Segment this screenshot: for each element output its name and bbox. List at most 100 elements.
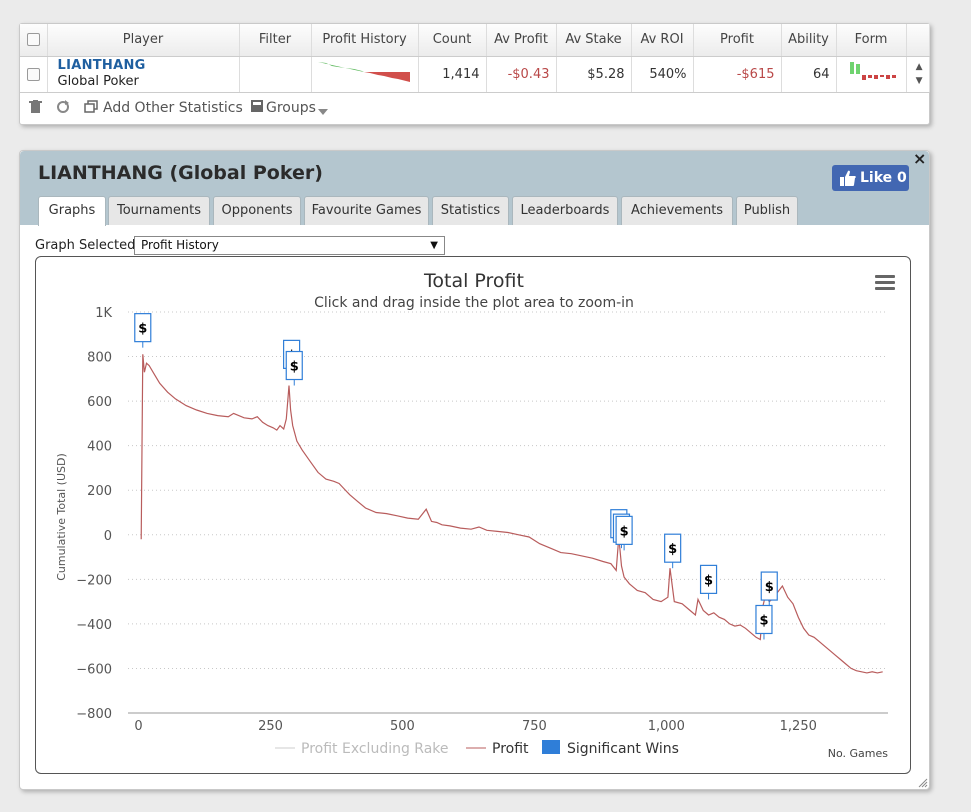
player-site: Global Poker <box>57 74 139 89</box>
y-tick-label: 200 <box>87 484 112 499</box>
hamburger-menu-icon[interactable] <box>875 275 895 290</box>
stats-table: Player Filter Profit History Count Av Pr… <box>20 24 930 93</box>
table-scrollbar[interactable]: ▲ ▼ <box>906 56 930 93</box>
facebook-like-button[interactable]: Like 0 <box>832 165 909 191</box>
profit-history-sparkline-cell <box>311 56 419 93</box>
table-row[interactable]: LIANTHANG Global Poker 1,414 -$0.43 $5.2… <box>20 56 930 93</box>
form-bars <box>849 62 896 80</box>
col-av-roi[interactable]: Av ROI <box>631 24 694 57</box>
tab-tournaments[interactable]: Tournaments <box>108 196 210 225</box>
resize-grip-icon[interactable] <box>918 778 928 788</box>
tab-favourite-games[interactable]: Favourite Games <box>304 196 429 225</box>
dollar-icon: $ <box>765 580 774 595</box>
select-all-checkbox[interactable] <box>26 33 40 47</box>
chart-axes: −800 −600 −400 −200 0 200 400 600 800 1K 0 250 500 75… <box>76 306 888 734</box>
col-scroll <box>906 24 930 57</box>
x-tick-label: 500 <box>390 719 415 734</box>
col-player[interactable]: Player <box>47 24 240 57</box>
dollar-icon: $ <box>138 322 147 337</box>
add-other-statistics-button[interactable]: Add Other Statistics <box>103 100 243 116</box>
av-stake-cell: $5.28 <box>556 56 632 93</box>
legend-item-significant-wins[interactable]: Significant Wins <box>567 741 679 757</box>
flag-box <box>760 571 778 601</box>
significant-win-flag[interactable]: $ <box>134 313 152 348</box>
chart-gridlines <box>128 311 888 714</box>
dollar-icon: $ <box>290 360 299 375</box>
tab-statistics[interactable]: Statistics <box>432 196 509 225</box>
graph-selected-label: Graph Selected: <box>35 238 140 253</box>
x-tick-label: 1,000 <box>648 719 685 734</box>
col-form[interactable]: Form <box>836 24 907 57</box>
series-line-profit[interactable] <box>140 354 883 674</box>
refresh-icon[interactable] <box>56 100 70 118</box>
select-all-header <box>20 24 48 57</box>
profit-cell: -$615 <box>693 56 782 93</box>
significant-win-flag[interactable]: $ <box>615 515 633 551</box>
col-profit-history[interactable]: Profit History <box>311 24 419 57</box>
ability-cell: 64 <box>781 56 837 93</box>
dollar-icon: $ <box>620 524 629 539</box>
col-filter[interactable]: Filter <box>239 24 312 57</box>
y-tick-label: 400 <box>87 440 112 455</box>
dollar-icon: $ <box>759 613 768 628</box>
chart-legend: Profit Excluding Rake Profit Significant… <box>275 740 679 757</box>
col-av-stake[interactable]: Av Stake <box>556 24 632 57</box>
legend-item-profit-excluding-rake[interactable]: Profit Excluding Rake <box>301 741 449 757</box>
flag-box <box>755 604 773 635</box>
chart-container[interactable]: −800 −600 −400 −200 0 200 400 600 800 1K 0 250 500 75… <box>35 256 911 774</box>
x-tick-label: 1,250 <box>780 719 817 734</box>
tab-publish[interactable]: Publish <box>736 196 798 225</box>
significant-win-flag[interactable]: $ <box>755 604 773 640</box>
flag-box <box>134 313 152 343</box>
tab-graphs[interactable]: Graphs <box>38 196 106 226</box>
legend-item-profit[interactable]: Profit <box>492 741 529 757</box>
significant-win-flag[interactable]: $ <box>664 533 682 569</box>
significant-win-flag[interactable]: $ <box>285 350 303 386</box>
close-icon[interactable]: × <box>913 149 927 168</box>
thumbs-up-icon <box>840 170 856 186</box>
graph-select[interactable]: Profit History ▼ <box>134 236 445 255</box>
col-count[interactable]: Count <box>418 24 487 57</box>
col-profit[interactable]: Profit <box>693 24 782 57</box>
legend-marker-significant-wins <box>542 740 560 754</box>
y-tick-label: −800 <box>76 707 112 722</box>
y-tick-label: −600 <box>76 662 112 677</box>
y-tick-label: 1K <box>95 306 112 321</box>
y-axis-label: Cumulative Total (USD) <box>55 453 68 581</box>
profit-history-sparkline <box>317 62 410 82</box>
panel-title: LIANTHANG (Global Poker) <box>38 162 323 184</box>
flag-box <box>615 515 633 545</box>
y-tick-label: 800 <box>87 351 112 366</box>
groups-icon[interactable] <box>251 100 263 116</box>
col-ability[interactable]: Ability <box>781 24 837 57</box>
tab-leaderboards[interactable]: Leaderboards <box>512 196 618 225</box>
x-tick-label: 0 <box>134 719 142 734</box>
groups-dropdown[interactable]: Groups <box>266 100 316 116</box>
count-cell: 1,414 <box>418 56 487 93</box>
add-stats-icon[interactable] <box>84 100 98 117</box>
significant-win-flag[interactable]: $ <box>699 564 718 600</box>
trash-icon[interactable] <box>29 100 42 118</box>
chevron-down-icon[interactable] <box>318 103 328 119</box>
dollar-icon: $ <box>704 573 713 588</box>
scroll-down-icon[interactable]: ▼ <box>915 76 923 86</box>
col-av-profit[interactable]: Av Profit <box>486 24 557 57</box>
stats-header-row: Player Filter Profit History Count Av Pr… <box>20 24 930 57</box>
x-tick-label: 250 <box>258 719 283 734</box>
flag-box <box>664 533 682 563</box>
scroll-up-icon[interactable]: ▲ <box>915 62 923 72</box>
player-panel: LIANTHANG (Global Poker) Like 0 × Graphs… <box>19 149 930 790</box>
tab-achievements[interactable]: Achievements <box>621 196 733 225</box>
significant-win-flag[interactable]: $ <box>760 571 778 607</box>
player-name-link[interactable]: LIANTHANG <box>57 58 146 73</box>
row-checkbox[interactable] <box>26 67 40 81</box>
flag-box <box>285 350 303 381</box>
y-tick-label: 0 <box>104 529 112 544</box>
significant-wins-flags: $$$$$$$$$$ <box>134 313 778 640</box>
form-cell <box>836 56 907 93</box>
chart-subtitle: Click and drag inside the plot area to z… <box>314 295 634 311</box>
filter-cell[interactable] <box>239 56 312 93</box>
profit-chart[interactable]: −800 −600 −400 −200 0 200 400 600 800 1K 0 250 500 75… <box>36 257 912 775</box>
row-checkbox-cell <box>20 56 48 93</box>
tab-opponents[interactable]: Opponents <box>213 196 301 225</box>
